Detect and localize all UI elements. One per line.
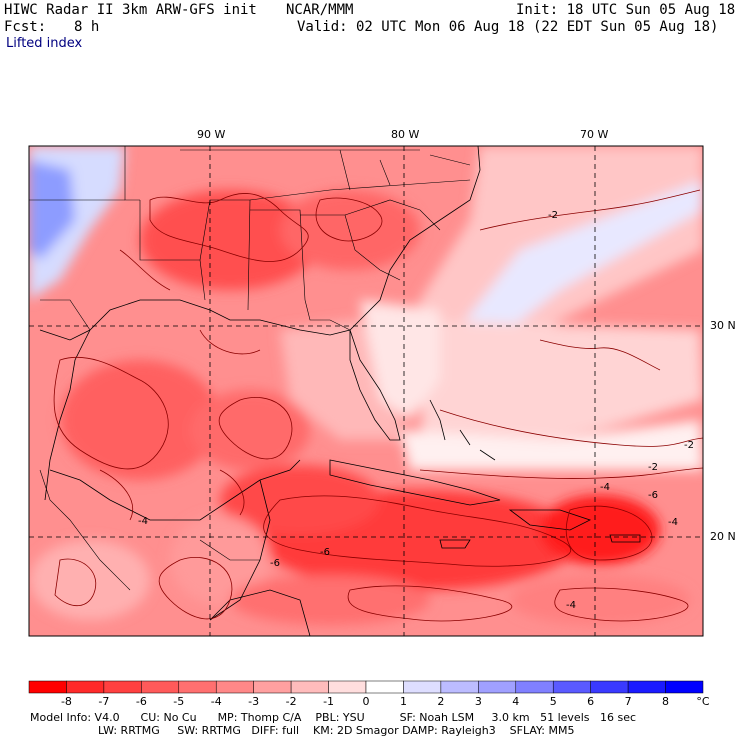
colorbar-swatch (215, 680, 254, 694)
contour-label: -4 (600, 482, 610, 493)
init-time: Init: 18 UTC Sun 05 Aug 18 (516, 2, 736, 18)
colorbar-swatch (515, 680, 554, 694)
colorbar-swatch (590, 680, 629, 694)
colorbar-swatch (290, 680, 329, 694)
colorbar-tick-label: -7 (98, 695, 110, 708)
forecast-hour: 8 h (74, 19, 100, 35)
contour-label: -4 (138, 516, 148, 527)
colorbar-tick-label: 0 (362, 695, 370, 708)
contour-label: -2 (648, 462, 658, 473)
colorbar-tick-label: 2 (437, 695, 445, 708)
colorbar-swatch (552, 680, 591, 694)
contour-label: -6 (648, 490, 658, 501)
colorbar-tick-label: -6 (135, 695, 147, 708)
model-title: HIWC Radar II 3km ARW-GFS init (4, 2, 257, 18)
li-contours (53, 189, 703, 622)
colorbar-swatch (253, 680, 292, 694)
lon-label-80w: 80 W (391, 128, 420, 141)
colorbar-tick-label: -4 (210, 695, 222, 708)
state-borders (29, 146, 471, 591)
colorbar-swatch (665, 680, 704, 694)
colorbar-tick-label: -5 (173, 695, 185, 708)
colorbar-tick-label: 3 (474, 695, 482, 708)
colorbar-tick-label: 5 (549, 695, 557, 708)
colorbar-swatch (103, 680, 142, 694)
li-field-shading (29, 146, 703, 625)
colorbar-tick-label: 7 (624, 695, 632, 708)
contour-label: -2 (548, 210, 558, 221)
model-info-line-2: LW: RRTMG SW: RRTMG DIFF: full KM: 2D Sm… (98, 724, 575, 737)
lat-label-30n: 30 N (710, 319, 736, 332)
contour-label: -6 (320, 547, 330, 558)
lat-lon-grid (29, 146, 703, 636)
valid-time: Valid: 02 UTC Mon 06 Aug 18 (22 EDT Sun … (297, 19, 719, 35)
colorbar (28, 680, 704, 694)
colorbar-unit: °C (696, 695, 710, 708)
colorbar-swatch (478, 680, 517, 694)
colorbar-swatch (440, 680, 479, 694)
model-info-line-1: Model Info: V4.0 CU: No Cu MP: Thomp C/A… (30, 711, 637, 724)
forecast-label: Fcst: (4, 19, 47, 35)
contour-label: -2 (684, 440, 694, 451)
colorbar-tick-label: 8 (662, 695, 670, 708)
colorbar-swatch (403, 680, 442, 694)
map-frame (28, 145, 704, 637)
colorbar-swatch (328, 680, 367, 694)
lat-label-20n: 20 N (710, 530, 736, 543)
colorbar-swatch (28, 680, 67, 694)
colorbar-tick-label: -2 (285, 695, 297, 708)
contour-value-labels: -2 -2 -2 -4 -6 -4 -6 -4 -6 -4 (138, 210, 694, 611)
colorbar-swatch (365, 680, 404, 694)
colorbar-tick-label: 6 (587, 695, 595, 708)
contour-label: -6 (270, 558, 280, 569)
colorbar-swatch (627, 680, 666, 694)
colorbar-swatch (178, 680, 217, 694)
variable-name: Lifted index (6, 36, 83, 51)
contour-label: -4 (566, 600, 576, 611)
colorbar-tick-label: 4 (512, 695, 520, 708)
colorbar-swatch (141, 680, 180, 694)
contour-label: -4 (668, 517, 678, 528)
colorbar-swatch (66, 680, 105, 694)
colorbar-tick-label: 1 (399, 695, 407, 708)
colorbar-tick-label: -1 (323, 695, 335, 708)
lon-label-90w: 90 W (197, 128, 226, 141)
colorbar-tick-label: -3 (248, 695, 260, 708)
lon-label-70w: 70 W (580, 128, 609, 141)
colorbar-tick-label: -8 (60, 695, 72, 708)
data-source: NCAR/MMM (286, 2, 354, 18)
